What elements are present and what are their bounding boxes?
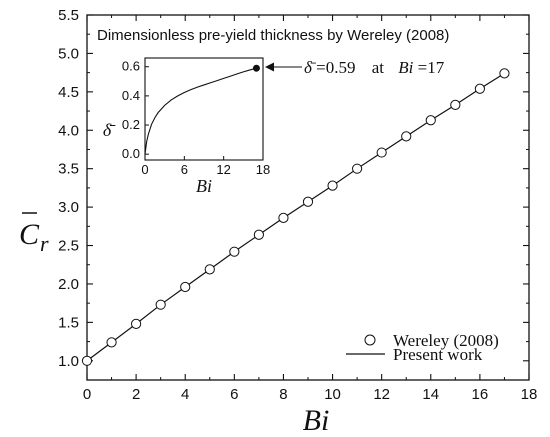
series-wereley-point bbox=[425, 115, 436, 126]
series-wereley-point bbox=[499, 68, 510, 79]
main-y-tick-label: 2.0 bbox=[58, 276, 79, 293]
main-y-tick-label: 3.5 bbox=[58, 161, 79, 178]
legend-marker-wereley bbox=[364, 334, 376, 346]
inset-annotation: δ̄ =0.59 at Bi =17 bbox=[265, 58, 445, 77]
inset-highlight-point bbox=[252, 64, 260, 72]
series-wereley-point bbox=[278, 212, 289, 223]
main-y-tick-label: 5.5 bbox=[58, 7, 79, 24]
annotation-var: Bi bbox=[398, 58, 413, 77]
inset-y-tick-label: 0.6 bbox=[122, 59, 140, 74]
annotation-value: =0.59 bbox=[316, 58, 355, 77]
series-wereley-point bbox=[327, 180, 338, 191]
annotation-at: at bbox=[372, 58, 385, 77]
main-x-tick-label: 4 bbox=[181, 386, 189, 403]
main-y-tick-label: 4.5 bbox=[58, 84, 79, 101]
inset-x-axis-label: Bi bbox=[196, 176, 212, 196]
series-wereley-point bbox=[474, 83, 485, 94]
annotation-eq: =17 bbox=[418, 58, 445, 77]
inset-plot-frame bbox=[144, 57, 264, 161]
main-x-tick-label: 16 bbox=[472, 386, 489, 403]
main-y-tick-label: 3.0 bbox=[58, 199, 79, 216]
main-x-tick-label: 18 bbox=[521, 386, 538, 403]
main-x-tick-label: 2 bbox=[132, 386, 140, 403]
main-y-tick-label: 2.5 bbox=[58, 238, 79, 255]
inset-x-ticks: 0 6 12 18 bbox=[141, 156, 270, 177]
series-wereley-point bbox=[106, 337, 117, 348]
main-plot: 0 2 4 6 8 10 12 14 16 18 1.0 1.5 2.0 2.5 3.0 3.5 4.0 4.5… bbox=[19, 7, 537, 437]
annotation-symbol: δ̄ bbox=[304, 58, 317, 77]
series-wereley-point bbox=[352, 163, 363, 174]
series-wereley-point bbox=[204, 264, 215, 275]
main-y-tick-label: 5.0 bbox=[58, 45, 79, 62]
inset-y-ticks: 0.0 0.2 0.4 0.6 bbox=[122, 59, 149, 161]
inset-series-line bbox=[144, 67, 257, 155]
inset-y-tick-label: 0.0 bbox=[122, 146, 140, 161]
series-wereley-point bbox=[253, 229, 264, 240]
legend: Wereley (2008) Present work bbox=[346, 331, 499, 364]
main-y-axis-label-main: C bbox=[19, 218, 40, 251]
main-x-tick-label: 0 bbox=[83, 386, 91, 403]
series-wereley-point bbox=[180, 281, 191, 293]
series-wereley-point bbox=[450, 99, 461, 111]
series-wereley-point bbox=[302, 196, 314, 207]
main-y-ticks: 1.0 1.5 2.0 2.5 3.0 3.5 4.0 4.5 5.0 5.5 bbox=[58, 7, 529, 381]
inset-x-tick-label: 0 bbox=[141, 162, 148, 177]
inset-y-tick-label: 0.4 bbox=[122, 88, 140, 103]
main-y-axis-label: C r bbox=[19, 212, 49, 256]
main-y-tick-label: 4.0 bbox=[58, 122, 79, 139]
main-y-tick-label: 1.0 bbox=[58, 353, 79, 370]
inset-x-tick-label: 12 bbox=[216, 162, 230, 177]
main-x-tick-label: 14 bbox=[422, 386, 439, 403]
series-wereley-point bbox=[401, 131, 412, 142]
main-x-tick-label: 10 bbox=[324, 386, 341, 403]
main-x-tick-label: 6 bbox=[230, 386, 238, 403]
inset-x-tick-label: 18 bbox=[256, 162, 270, 177]
annotation-text: δ̄ =0.59 at Bi =17 bbox=[304, 58, 445, 77]
series-wereley-point bbox=[155, 299, 166, 310]
legend-label-wereley: Wereley (2008) bbox=[393, 331, 499, 350]
main-x-axis-label: Bi bbox=[303, 404, 330, 437]
annotation-arrowhead bbox=[265, 62, 274, 72]
main-x-tick-label: 8 bbox=[279, 386, 287, 403]
main-y-axis-label-sub: r bbox=[40, 231, 49, 256]
series-wereley-point bbox=[81, 355, 93, 366]
main-x-ticks: 0 2 4 6 8 10 12 14 16 18 bbox=[83, 15, 538, 403]
main-data bbox=[81, 68, 510, 366]
inset-plot: Dimensionless pre-yield thickness by Wer… bbox=[97, 27, 449, 196]
inset-title: Dimensionless pre-yield thickness by Wer… bbox=[97, 27, 449, 44]
main-x-tick-label: 12 bbox=[373, 386, 390, 403]
series-wereley-point bbox=[376, 147, 387, 158]
inset-y-tick-label: 0.2 bbox=[122, 117, 140, 132]
legend-label-present: Present work bbox=[393, 345, 483, 364]
series-wereley-point bbox=[131, 318, 142, 330]
main-y-tick-label: 1.5 bbox=[58, 314, 79, 331]
inset-x-tick-label: 6 bbox=[181, 162, 188, 177]
series-wereley-point bbox=[229, 246, 240, 257]
inset-y-axis-label: δ̄ bbox=[103, 120, 116, 140]
inset-data bbox=[144, 64, 260, 155]
